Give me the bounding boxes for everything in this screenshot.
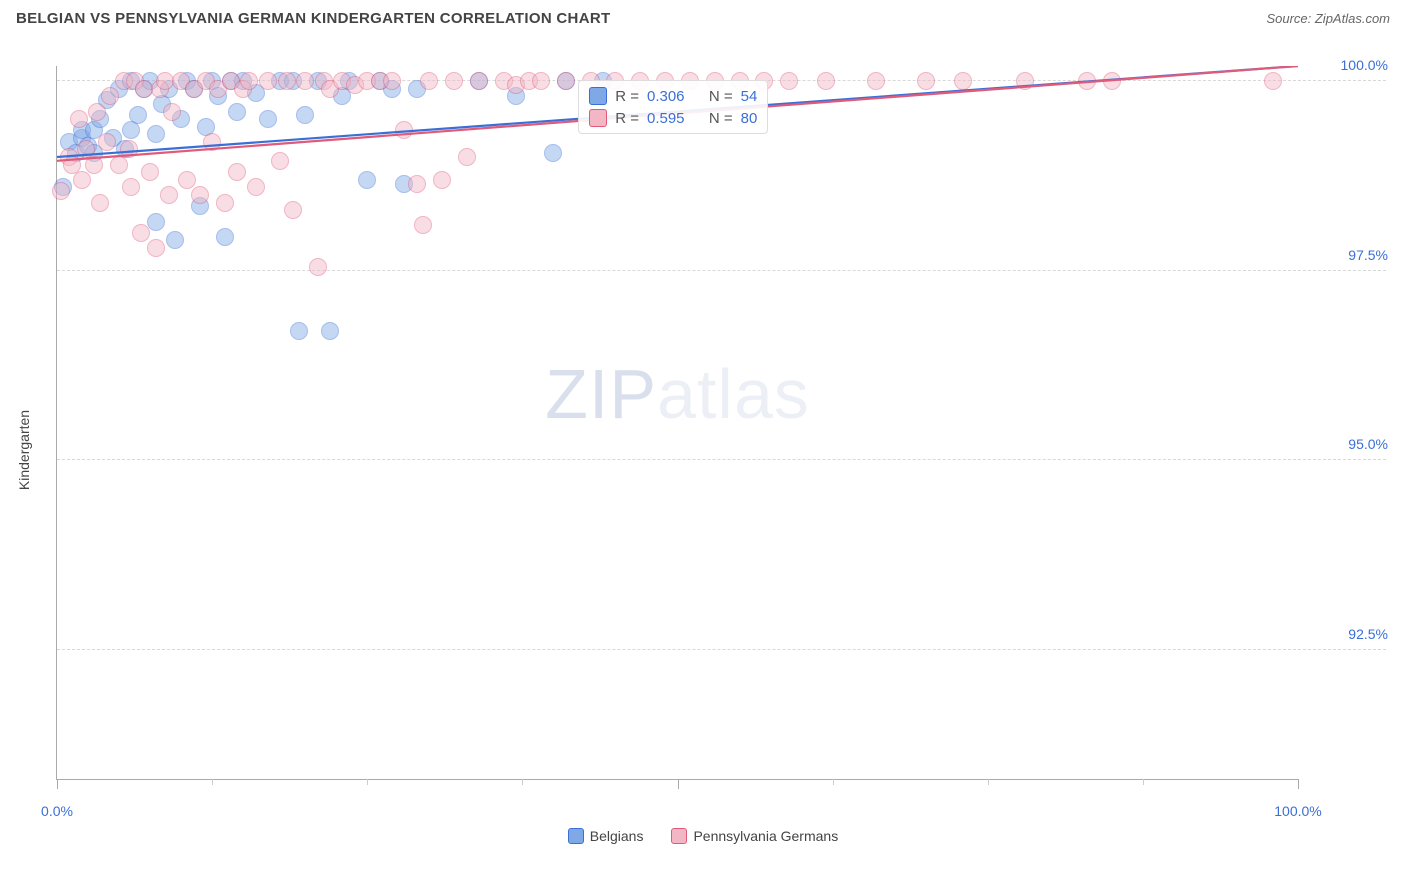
header: BELGIAN VS PENNSYLVANIA GERMAN KINDERGAR… [0, 0, 1406, 37]
scatter-plot: ZIPatlas 92.5%95.0%97.5%100.0%0.0%100.0%… [56, 66, 1298, 780]
legend: Belgians Pennsylvania Germans [16, 828, 1390, 844]
y-tick-label: 97.5% [1308, 247, 1388, 263]
legend-item: Pennsylvania Germans [671, 828, 838, 844]
legend-label: Belgians [590, 828, 644, 844]
series-swatch [589, 87, 607, 105]
stats-box: R = 0.306 N = 54 R = 0.595 N = 80 [578, 80, 768, 134]
x-tick-label: 100.0% [1274, 803, 1321, 819]
chart-area: Kindergarten ZIPatlas 92.5%95.0%97.5%100… [16, 48, 1390, 852]
r-value: 0.595 [647, 110, 685, 127]
x-tick-major [1298, 779, 1299, 789]
r-value: 0.306 [647, 88, 685, 105]
x-tick-minor [212, 779, 213, 785]
y-tick-label: 100.0% [1308, 57, 1388, 73]
x-tick-minor [522, 779, 523, 785]
x-tick-major [57, 779, 58, 789]
x-tick-major [678, 779, 679, 789]
r-label: R = [615, 110, 639, 127]
n-value: 54 [741, 88, 758, 105]
y-tick-label: 92.5% [1308, 626, 1388, 642]
x-tick-label: 0.0% [41, 803, 73, 819]
r-label: R = [615, 88, 639, 105]
n-label: N = [709, 110, 733, 127]
source-label: Source: ZipAtlas.com [1266, 11, 1390, 26]
series-swatch [589, 109, 607, 127]
stats-row: R = 0.306 N = 54 [589, 85, 757, 107]
legend-swatch [568, 828, 584, 844]
legend-swatch [671, 828, 687, 844]
x-tick-minor [367, 779, 368, 785]
n-value: 80 [741, 110, 758, 127]
chart-title: BELGIAN VS PENNSYLVANIA GERMAN KINDERGAR… [16, 10, 610, 27]
x-tick-minor [833, 779, 834, 785]
y-tick-label: 95.0% [1308, 436, 1388, 452]
stats-row: R = 0.595 N = 80 [589, 107, 757, 129]
legend-item: Belgians [568, 828, 644, 844]
trend-overlay [57, 66, 1298, 779]
y-axis-label: Kindergarten [16, 410, 32, 490]
legend-label: Pennsylvania Germans [693, 828, 838, 844]
n-label: N = [709, 88, 733, 105]
x-tick-minor [1143, 779, 1144, 785]
x-tick-minor [988, 779, 989, 785]
